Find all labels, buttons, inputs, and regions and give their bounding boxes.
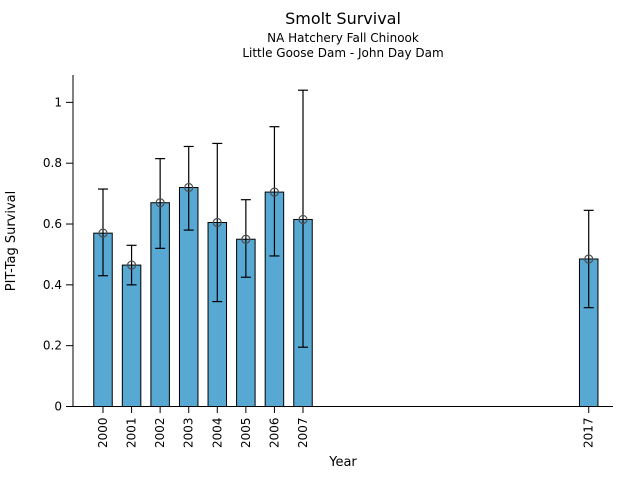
y-axis-label: PIT-Tag Survival <box>4 191 19 291</box>
x-tick-label: 2004 <box>210 418 224 449</box>
chart-title: Smolt Survival <box>285 9 401 28</box>
y-tick-label: 0.8 <box>43 156 62 170</box>
y-tick-label: 0.6 <box>43 217 62 231</box>
point-marker-2000 <box>98 228 108 238</box>
point-marker-2017 <box>584 254 594 264</box>
x-tick-label: 2017 <box>582 418 596 449</box>
bar-2001 <box>121 264 142 407</box>
point-marker-2004 <box>212 217 222 228</box>
point-marker-2001 <box>126 260 137 270</box>
x-tick-label: 2005 <box>239 418 253 449</box>
point-marker-2003 <box>184 182 194 193</box>
x-tick-label: 2006 <box>267 418 281 449</box>
x-tick-label: 2007 <box>296 418 310 449</box>
x-tick-label: 2000 <box>96 418 110 449</box>
y-tick-label: 0.4 <box>43 278 62 292</box>
x-tick-label: 2002 <box>153 418 167 449</box>
chart-subtitle-line2: Little Goose Dam - John Day Dam <box>242 46 444 60</box>
axes-layer: 0 0.2 0.4 0.6 0.8 1 2000 2001 2002 2003 2004 2005 20… <box>43 75 613 448</box>
x-tick-label: 2001 <box>125 418 139 449</box>
point-marker-2002 <box>155 198 165 208</box>
x-tick-label: 2003 <box>182 418 196 449</box>
y-tick-label: 0 <box>54 400 62 414</box>
y-tick-label: 1 <box>54 95 62 109</box>
point-marker-2007 <box>298 214 308 225</box>
point-marker-2005 <box>241 234 251 244</box>
y-tick-label: 0.2 <box>43 339 62 353</box>
x-axis-label: Year <box>328 455 357 470</box>
bars-layer <box>93 89 599 407</box>
chart-subtitle-line1: NA Hatchery Fall Chinook <box>267 31 419 45</box>
point-marker-2006 <box>269 187 280 197</box>
